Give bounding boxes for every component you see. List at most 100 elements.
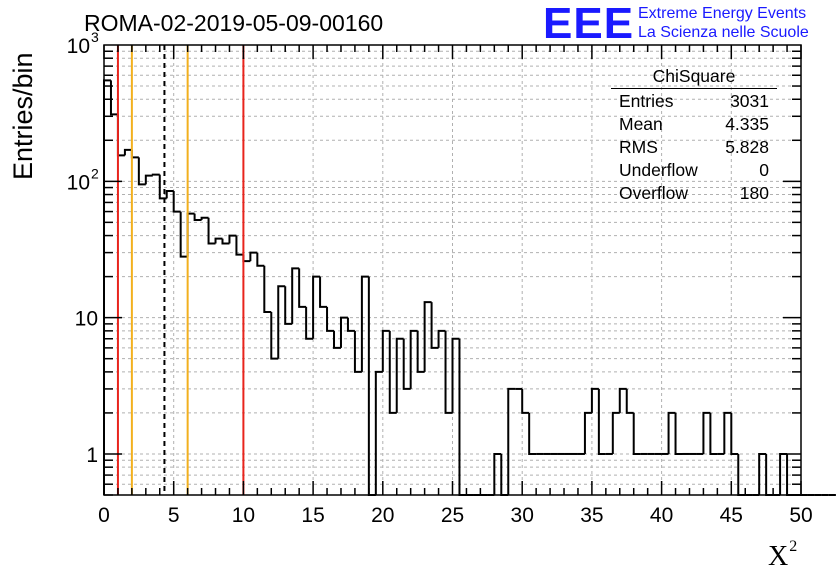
stats-row: Entries 3031 <box>619 91 769 111</box>
histogram-bin <box>277 285 286 359</box>
x-tick-label: 10 <box>232 504 255 527</box>
chart-title: ROMA-02-2019-05-09-00160 <box>84 10 384 36</box>
x-tick-label: 5 <box>168 504 180 527</box>
histogram-bin <box>451 337 460 413</box>
histogram-bin <box>270 311 279 360</box>
histogram-bin <box>597 388 606 455</box>
histogram-bin <box>291 267 300 324</box>
histogram-bin <box>298 268 307 308</box>
histogram-bin <box>590 387 599 413</box>
reference-lines <box>116 45 245 495</box>
y-tick-label-exponent: 3 <box>91 29 99 45</box>
x-tick-label: 30 <box>511 504 534 527</box>
histogram-bin <box>702 411 711 454</box>
histogram-bin <box>416 330 425 373</box>
stats-row: Mean 4.335 <box>619 114 769 134</box>
histogram-bin <box>758 452 767 495</box>
histogram-bin <box>388 330 397 414</box>
x-tick-label: 25 <box>441 504 464 527</box>
histogram-bin <box>312 275 321 339</box>
histogram-bin <box>521 388 530 414</box>
x-tick-label: 20 <box>371 504 394 527</box>
x-tick-label: 45 <box>720 504 743 527</box>
histogram-bin <box>179 211 188 258</box>
histogram-bin <box>709 412 718 455</box>
logo-line-2: La Scienza nelle Scuole <box>638 24 809 41</box>
histogram-bin <box>493 452 502 495</box>
logo-line-1: Extreme Energy Events <box>638 5 807 22</box>
stats-title: ChiSquare <box>611 66 777 89</box>
histogram-bin <box>130 149 139 159</box>
histogram-bin <box>381 329 390 372</box>
histogram-bin <box>374 370 383 495</box>
histogram-bin <box>200 216 209 221</box>
histogram-bin <box>214 237 223 244</box>
y-axis-label: Entries/bin <box>8 52 38 180</box>
stats-row: Underflow 0 <box>619 160 769 180</box>
histogram-bin <box>395 337 404 413</box>
histogram-bin <box>207 217 216 245</box>
x-tick-label: 40 <box>650 504 673 527</box>
histogram-bin <box>507 387 516 495</box>
histogram-bin <box>437 329 446 348</box>
y-tick-label-exponent: 2 <box>91 165 99 181</box>
histogram-bin <box>103 79 111 495</box>
histogram-bin <box>193 213 202 222</box>
histogram-bin <box>249 251 258 262</box>
histogram-bin <box>723 411 732 454</box>
histogram-bin <box>165 189 174 199</box>
y-tick-label: 10 <box>67 35 90 58</box>
histogram-bin <box>528 412 537 455</box>
stats-row: RMS 5.828 <box>619 137 769 157</box>
histogram-bin <box>346 317 355 332</box>
histogram-bin <box>109 80 118 116</box>
histogram-bin <box>137 157 146 186</box>
histogram-bin <box>221 238 230 245</box>
histogram-bin <box>326 306 335 332</box>
histogram-bin <box>284 286 293 325</box>
histogram-bin <box>263 265 272 313</box>
x-tick-label: 15 <box>301 504 324 527</box>
histogram-bin <box>667 411 676 454</box>
y-tick-label: 10 <box>75 308 98 331</box>
histogram-bin <box>172 190 181 213</box>
histogram-bin <box>632 412 641 455</box>
histogram-bin <box>423 301 432 372</box>
histogram-bin <box>458 338 467 496</box>
histogram-bin <box>144 174 153 185</box>
stats-box: ChiSquare Entries 3031 Mean 4.335 RMS 5.828… <box>611 66 777 205</box>
histogram-bin <box>430 302 439 349</box>
y-tick-label: 1 <box>86 444 98 467</box>
histogram-bin <box>151 173 160 176</box>
histogram-bin <box>730 412 739 455</box>
histogram-bin <box>402 338 411 390</box>
histogram-bin <box>319 276 328 308</box>
histogram-bin <box>353 330 362 373</box>
y-tick-label: 10 <box>67 171 90 194</box>
histogram-bin <box>618 387 627 413</box>
histogram-bin <box>235 235 244 256</box>
x-tick-label: 0 <box>98 504 110 527</box>
histogram-bin <box>625 388 634 414</box>
histogram-bin <box>367 276 376 496</box>
histogram-bin <box>305 306 314 340</box>
histogram-bin <box>611 411 620 454</box>
histogram-bin <box>339 316 348 348</box>
histogram-bin <box>228 234 237 244</box>
x-tick-label: 35 <box>580 504 603 527</box>
x-axis-label: X2 <box>768 538 798 572</box>
histogram-bin <box>256 252 265 267</box>
histogram-bin <box>409 329 418 389</box>
eee-logo: EEE <box>543 0 635 48</box>
histogram-bin <box>123 148 132 156</box>
histogram-bin <box>116 114 125 157</box>
x-tick-label: 50 <box>789 504 812 527</box>
histogram-bin <box>674 412 683 455</box>
histogram-bin <box>242 254 251 263</box>
x-axis-ticks: 0 5 10 15 20 25 30 35 40 45 50 <box>98 45 813 527</box>
histogram-bin <box>360 275 369 372</box>
histogram-bin <box>333 330 341 349</box>
histogram-bin <box>444 330 453 414</box>
